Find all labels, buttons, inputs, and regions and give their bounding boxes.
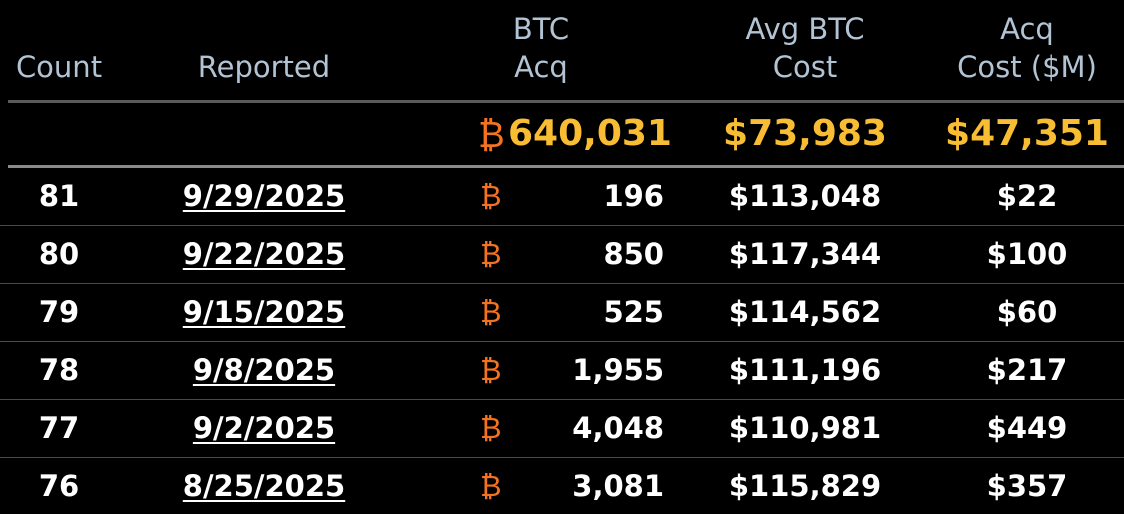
bitcoin-icon: ₿ (480, 411, 502, 445)
bitcoin-icon: ₿ (480, 295, 502, 329)
table-row: 81 9/29/2025 ₿ 196 $113,048 $22 (0, 168, 1124, 226)
cell-btc-acq: 196 (603, 179, 664, 213)
table-header: Count Reported BTC Acq Avg BTC Cost Acq … (0, 0, 1124, 100)
header-reported[interactable]: Reported (150, 48, 378, 86)
cell-avg-cost: $113,048 (728, 179, 882, 213)
header-avg-cost-line2: Cost (772, 50, 838, 84)
cell-avg-cost: $115,829 (728, 469, 882, 503)
cell-avg-cost: $111,196 (728, 353, 882, 387)
total-avg-cost: $73,983 (723, 113, 887, 154)
cell-btc-acq: 3,081 (572, 469, 664, 503)
table-row: 79 9/15/2025 ₿ 525 $114,562 $60 (0, 284, 1124, 342)
header-acq-cost[interactable]: Acq Cost ($M) (930, 10, 1124, 86)
totals-divider (8, 165, 1124, 168)
header-avg-cost-line1: Avg BTC (745, 12, 865, 46)
cell-reported-link[interactable]: 9/2/2025 (192, 411, 336, 445)
header-btc-acq[interactable]: BTC Acq (478, 10, 604, 86)
header-reported-label: Reported (197, 50, 331, 84)
cell-acq-cost: $217 (986, 353, 1068, 387)
header-count[interactable]: Count (0, 48, 118, 86)
cell-reported-link[interactable]: 9/29/2025 (182, 179, 346, 213)
cell-btc-acq: 4,048 (572, 411, 664, 445)
cell-count: 79 (38, 295, 80, 329)
table-row: 78 9/8/2025 ₿ 1,955 $111,196 $217 (0, 342, 1124, 400)
table-row: 80 9/22/2025 ₿ 850 $117,344 $100 (0, 226, 1124, 284)
cell-acq-cost: $60 (996, 295, 1058, 329)
cell-count: 81 (38, 179, 80, 213)
header-btc-acq-line2: Acq (514, 50, 568, 84)
total-btc-acq: 640,031 (508, 113, 672, 154)
cell-reported-link[interactable]: 8/25/2025 (182, 469, 346, 503)
total-acq-cost: $47,351 (945, 113, 1109, 154)
table-row: 76 8/25/2025 ₿ 3,081 $115,829 $357 (0, 458, 1124, 514)
cell-count: 76 (38, 469, 80, 503)
cell-btc-acq: 1,955 (572, 353, 664, 387)
bitcoin-icon: ₿ (480, 237, 502, 271)
header-acq-cost-line1: Acq (1000, 12, 1054, 46)
cell-reported-link[interactable]: 9/22/2025 (182, 237, 346, 271)
cell-reported-link[interactable]: 9/8/2025 (192, 353, 336, 387)
cell-count: 77 (38, 411, 80, 445)
cell-avg-cost: $110,981 (728, 411, 882, 445)
table-body: 81 9/29/2025 ₿ 196 $113,048 $22 80 9/22/… (0, 168, 1124, 514)
header-btc-acq-line1: BTC (512, 12, 570, 46)
cell-acq-cost: $100 (986, 237, 1068, 271)
cell-avg-cost: $114,562 (728, 295, 882, 329)
cell-btc-acq: 525 (603, 295, 664, 329)
header-count-label: Count (15, 50, 103, 84)
header-divider (8, 100, 1124, 103)
bitcoin-icon: ₿ (480, 353, 502, 387)
header-acq-cost-line2: Cost ($M) (957, 50, 1097, 84)
bitcoin-icon: ₿ (480, 469, 502, 503)
table-row: 77 9/2/2025 ₿ 4,048 $110,981 $449 (0, 400, 1124, 458)
cell-acq-cost: $22 (996, 179, 1058, 213)
cell-btc-acq: 850 (603, 237, 664, 271)
header-avg-cost[interactable]: Avg BTC Cost (714, 10, 896, 86)
cell-avg-cost: $117,344 (728, 237, 882, 271)
totals-row: ₿ 640,031 $73,983 $47,351 (0, 103, 1124, 165)
cell-acq-cost: $357 (986, 469, 1068, 503)
cell-acq-cost: $449 (986, 411, 1068, 445)
bitcoin-icon: ₿ (480, 179, 502, 213)
cell-reported-link[interactable]: 9/15/2025 (182, 295, 346, 329)
cell-count: 80 (38, 237, 80, 271)
cell-count: 78 (38, 353, 80, 387)
bitcoin-icon: ₿ (478, 115, 505, 156)
